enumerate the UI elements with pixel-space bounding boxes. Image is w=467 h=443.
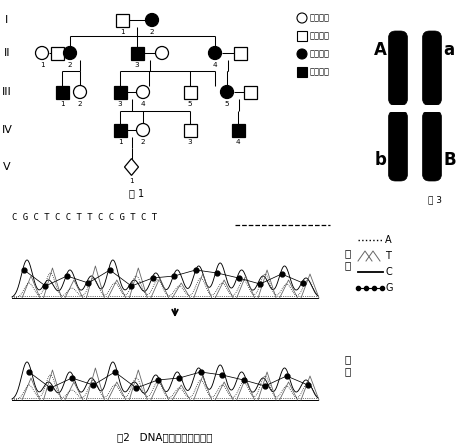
Text: 2: 2	[78, 101, 82, 106]
FancyBboxPatch shape	[423, 110, 441, 181]
Text: I: I	[6, 15, 8, 25]
Text: 图 1: 图 1	[129, 188, 145, 198]
Text: IV: IV	[1, 125, 13, 135]
FancyBboxPatch shape	[389, 31, 408, 105]
Text: B: B	[444, 151, 456, 169]
Text: 4: 4	[141, 101, 145, 106]
Bar	[232, 124, 245, 136]
Bar	[297, 67, 307, 77]
Circle shape	[136, 85, 149, 98]
Bar	[243, 85, 256, 98]
Text: 正常女性: 正常女性	[310, 13, 330, 23]
Circle shape	[297, 49, 307, 59]
Circle shape	[297, 13, 307, 23]
FancyBboxPatch shape	[389, 110, 408, 181]
Text: 2: 2	[68, 62, 72, 67]
FancyBboxPatch shape	[423, 31, 441, 105]
Text: 图 3: 图 3	[428, 195, 442, 204]
Text: 3: 3	[188, 139, 192, 144]
Bar	[423, 105, 441, 112]
Circle shape	[208, 47, 221, 59]
Text: b: b	[375, 151, 387, 169]
Bar	[50, 47, 64, 59]
Text: 1: 1	[129, 178, 134, 184]
Text: III: III	[2, 87, 12, 97]
Text: 图2   DNA编码链的碱基序列: 图2 DNA编码链的碱基序列	[117, 432, 213, 442]
Bar	[113, 124, 127, 136]
Bar	[297, 31, 307, 41]
Text: 正
常: 正 常	[345, 248, 351, 270]
Circle shape	[136, 124, 149, 136]
Text: a: a	[444, 41, 455, 59]
Bar	[389, 105, 408, 112]
Circle shape	[146, 13, 158, 27]
Circle shape	[220, 85, 234, 98]
Bar	[115, 13, 128, 27]
Bar	[184, 85, 197, 98]
Text: 患病男性: 患病男性	[310, 67, 330, 77]
Text: C: C	[385, 267, 392, 277]
Circle shape	[64, 47, 77, 59]
Text: II: II	[4, 48, 10, 58]
Text: 1: 1	[118, 139, 122, 144]
Text: 1: 1	[40, 62, 44, 67]
Bar	[184, 124, 197, 136]
Text: 3: 3	[134, 62, 139, 67]
Text: T: T	[385, 251, 391, 261]
Text: 1: 1	[60, 101, 64, 106]
Text: A: A	[374, 41, 387, 59]
Text: 4: 4	[236, 139, 241, 144]
Text: C G C T C C T T C C G T C T: C G C T C C T T C C G T C T	[12, 213, 157, 222]
Bar	[113, 85, 127, 98]
Text: 2: 2	[141, 139, 145, 144]
Circle shape	[73, 85, 86, 98]
Text: V: V	[3, 162, 11, 172]
Text: 2: 2	[150, 28, 154, 35]
Circle shape	[156, 47, 169, 59]
Text: 5: 5	[188, 101, 192, 106]
Circle shape	[35, 47, 49, 59]
Text: 4: 4	[212, 62, 217, 67]
Polygon shape	[125, 159, 139, 175]
Text: 5: 5	[225, 101, 229, 106]
Text: G: G	[385, 283, 392, 293]
Text: 患
者: 患 者	[345, 354, 351, 376]
Text: 3: 3	[118, 101, 122, 106]
Text: 患病女性: 患病女性	[310, 50, 330, 58]
Bar	[234, 47, 247, 59]
Text: A: A	[385, 235, 392, 245]
Bar	[130, 47, 143, 59]
Text: 正常男性: 正常男性	[310, 31, 330, 40]
Text: 1: 1	[120, 28, 124, 35]
Bar	[56, 85, 69, 98]
